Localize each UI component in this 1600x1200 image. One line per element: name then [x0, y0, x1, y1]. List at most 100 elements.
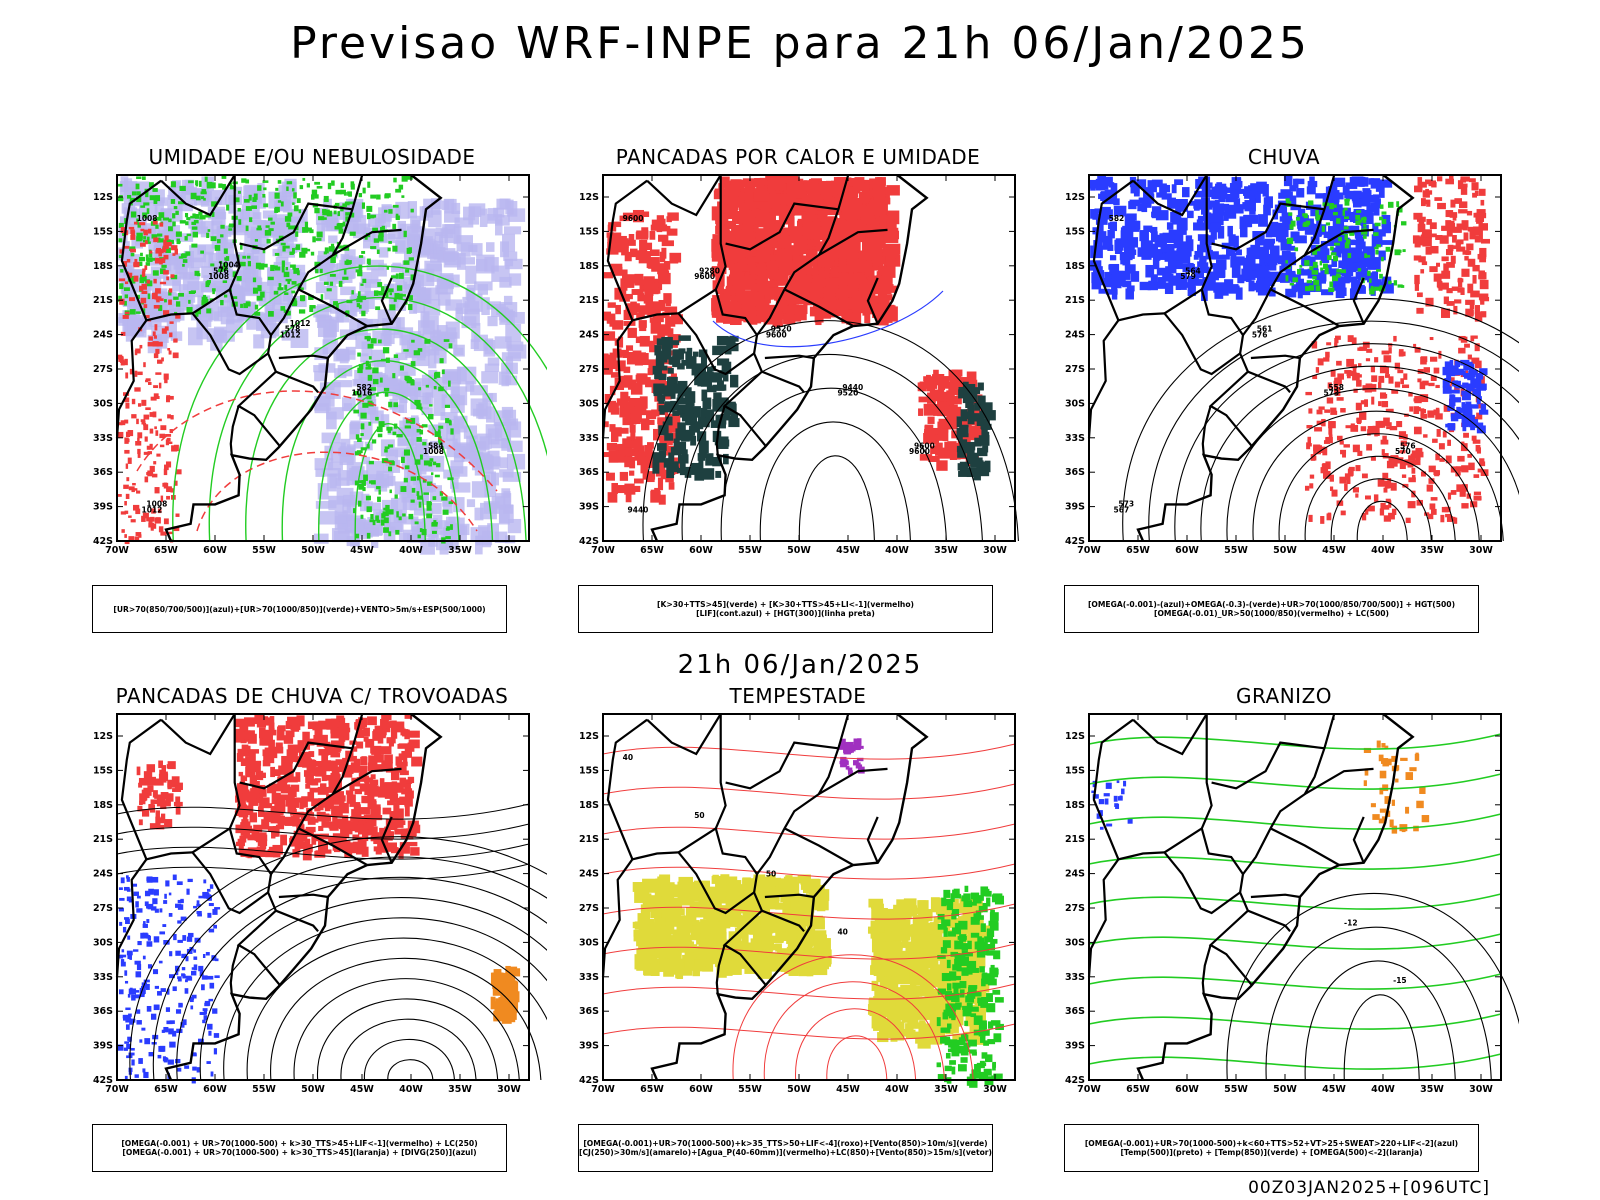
field-cell	[445, 418, 450, 424]
field-cell	[652, 461, 660, 474]
field-cell	[1197, 215, 1206, 222]
field-cell	[393, 354, 399, 358]
field-cell	[1355, 465, 1361, 472]
field-cell	[609, 424, 616, 432]
field-cell	[327, 473, 337, 492]
field-cell	[366, 335, 371, 342]
field-cell	[1411, 467, 1416, 474]
field-cell	[1337, 219, 1345, 228]
panel-umidade: UMIDADE E/OU NEBULOSIDADE 1008 1008 1012 10…	[77, 145, 547, 635]
field-cell	[1107, 229, 1115, 239]
contour-label: 1004	[218, 261, 239, 270]
contour-label: 9600	[694, 272, 715, 281]
field-cell	[186, 307, 193, 314]
field-cell	[137, 437, 140, 443]
field-cell	[1382, 472, 1389, 479]
field-cell	[355, 533, 360, 539]
contour-line	[1330, 478, 1432, 542]
field-cell	[1101, 209, 1109, 215]
field-cell	[342, 499, 351, 514]
field-cell	[1329, 474, 1334, 482]
field-cell	[1331, 489, 1338, 497]
field-cell	[419, 206, 429, 221]
field-cell	[410, 417, 416, 424]
field-cell	[1294, 235, 1307, 244]
field-cell	[129, 309, 136, 315]
field-cell	[422, 287, 440, 301]
field-cell	[123, 261, 135, 277]
field-cell	[1324, 409, 1331, 413]
field-cell	[1440, 514, 1445, 523]
field-cell	[368, 460, 374, 465]
field-cell	[379, 233, 396, 244]
field-cell	[661, 240, 674, 247]
field-cell	[387, 444, 394, 448]
field-cell	[749, 264, 756, 275]
field-cell	[804, 221, 821, 231]
country-border	[1247, 370, 1291, 394]
field-cell	[648, 359, 659, 369]
field-cell	[470, 385, 488, 396]
lat-tick-label: 21S	[93, 295, 113, 306]
field-cell	[1470, 290, 1480, 298]
field-cell	[166, 276, 169, 281]
field-cell	[1379, 179, 1391, 186]
field-cell	[447, 419, 451, 424]
field-cell	[398, 396, 407, 413]
field-cell	[1441, 225, 1450, 231]
field-cell	[196, 320, 209, 340]
field-cell	[159, 444, 165, 448]
field-cell	[383, 328, 392, 347]
field-cell	[776, 267, 786, 282]
field-cell	[1344, 370, 1352, 374]
field-cell	[292, 247, 295, 254]
field-cell	[1460, 183, 1468, 188]
field-cell	[137, 452, 141, 458]
lat-tick-label: 39S	[579, 502, 599, 513]
field-cell	[717, 397, 729, 404]
field-cell	[1141, 201, 1148, 213]
field-cell	[132, 482, 136, 486]
field-cell	[1320, 257, 1330, 263]
field-cell	[1315, 272, 1323, 279]
field-cell	[772, 181, 787, 191]
field-cell	[610, 431, 619, 443]
field-cell	[146, 208, 150, 215]
field-cell	[374, 217, 391, 228]
contour-label: 573	[1118, 500, 1134, 509]
field-cell	[218, 183, 223, 188]
field-cell	[1152, 258, 1160, 270]
map-base: 9600960096009520960094409280952094409600…	[579, 174, 1019, 556]
field-cell	[638, 251, 651, 264]
lon-tick-label: 70W	[1077, 545, 1101, 556]
field-cell	[494, 531, 508, 543]
field-cell	[273, 290, 279, 295]
field-cell	[1362, 385, 1369, 391]
field-cell	[1245, 220, 1251, 228]
field-cell	[432, 461, 437, 466]
field-cell	[434, 474, 440, 478]
field-cell	[149, 465, 155, 472]
field-cell	[1355, 210, 1362, 213]
field-cell	[153, 217, 157, 221]
field-cell	[342, 276, 349, 280]
field-cell	[357, 367, 363, 374]
field-cell	[380, 414, 390, 427]
field-cell	[383, 209, 388, 213]
country-border	[601, 319, 634, 439]
field-cell	[926, 437, 940, 444]
contour-lines	[136, 265, 547, 542]
field-cell	[263, 203, 269, 208]
field-cell	[401, 195, 405, 198]
country-border	[783, 174, 850, 290]
field-cell	[623, 309, 634, 321]
field-cell	[615, 304, 621, 315]
field-cell	[1332, 192, 1344, 200]
field-cell	[184, 179, 195, 194]
lat-tick-label: 30S	[579, 398, 599, 409]
field-cell	[409, 501, 424, 511]
field-cell	[706, 385, 717, 393]
field-cell	[300, 295, 305, 300]
field-cell	[133, 221, 138, 225]
field-cell	[1378, 186, 1385, 198]
